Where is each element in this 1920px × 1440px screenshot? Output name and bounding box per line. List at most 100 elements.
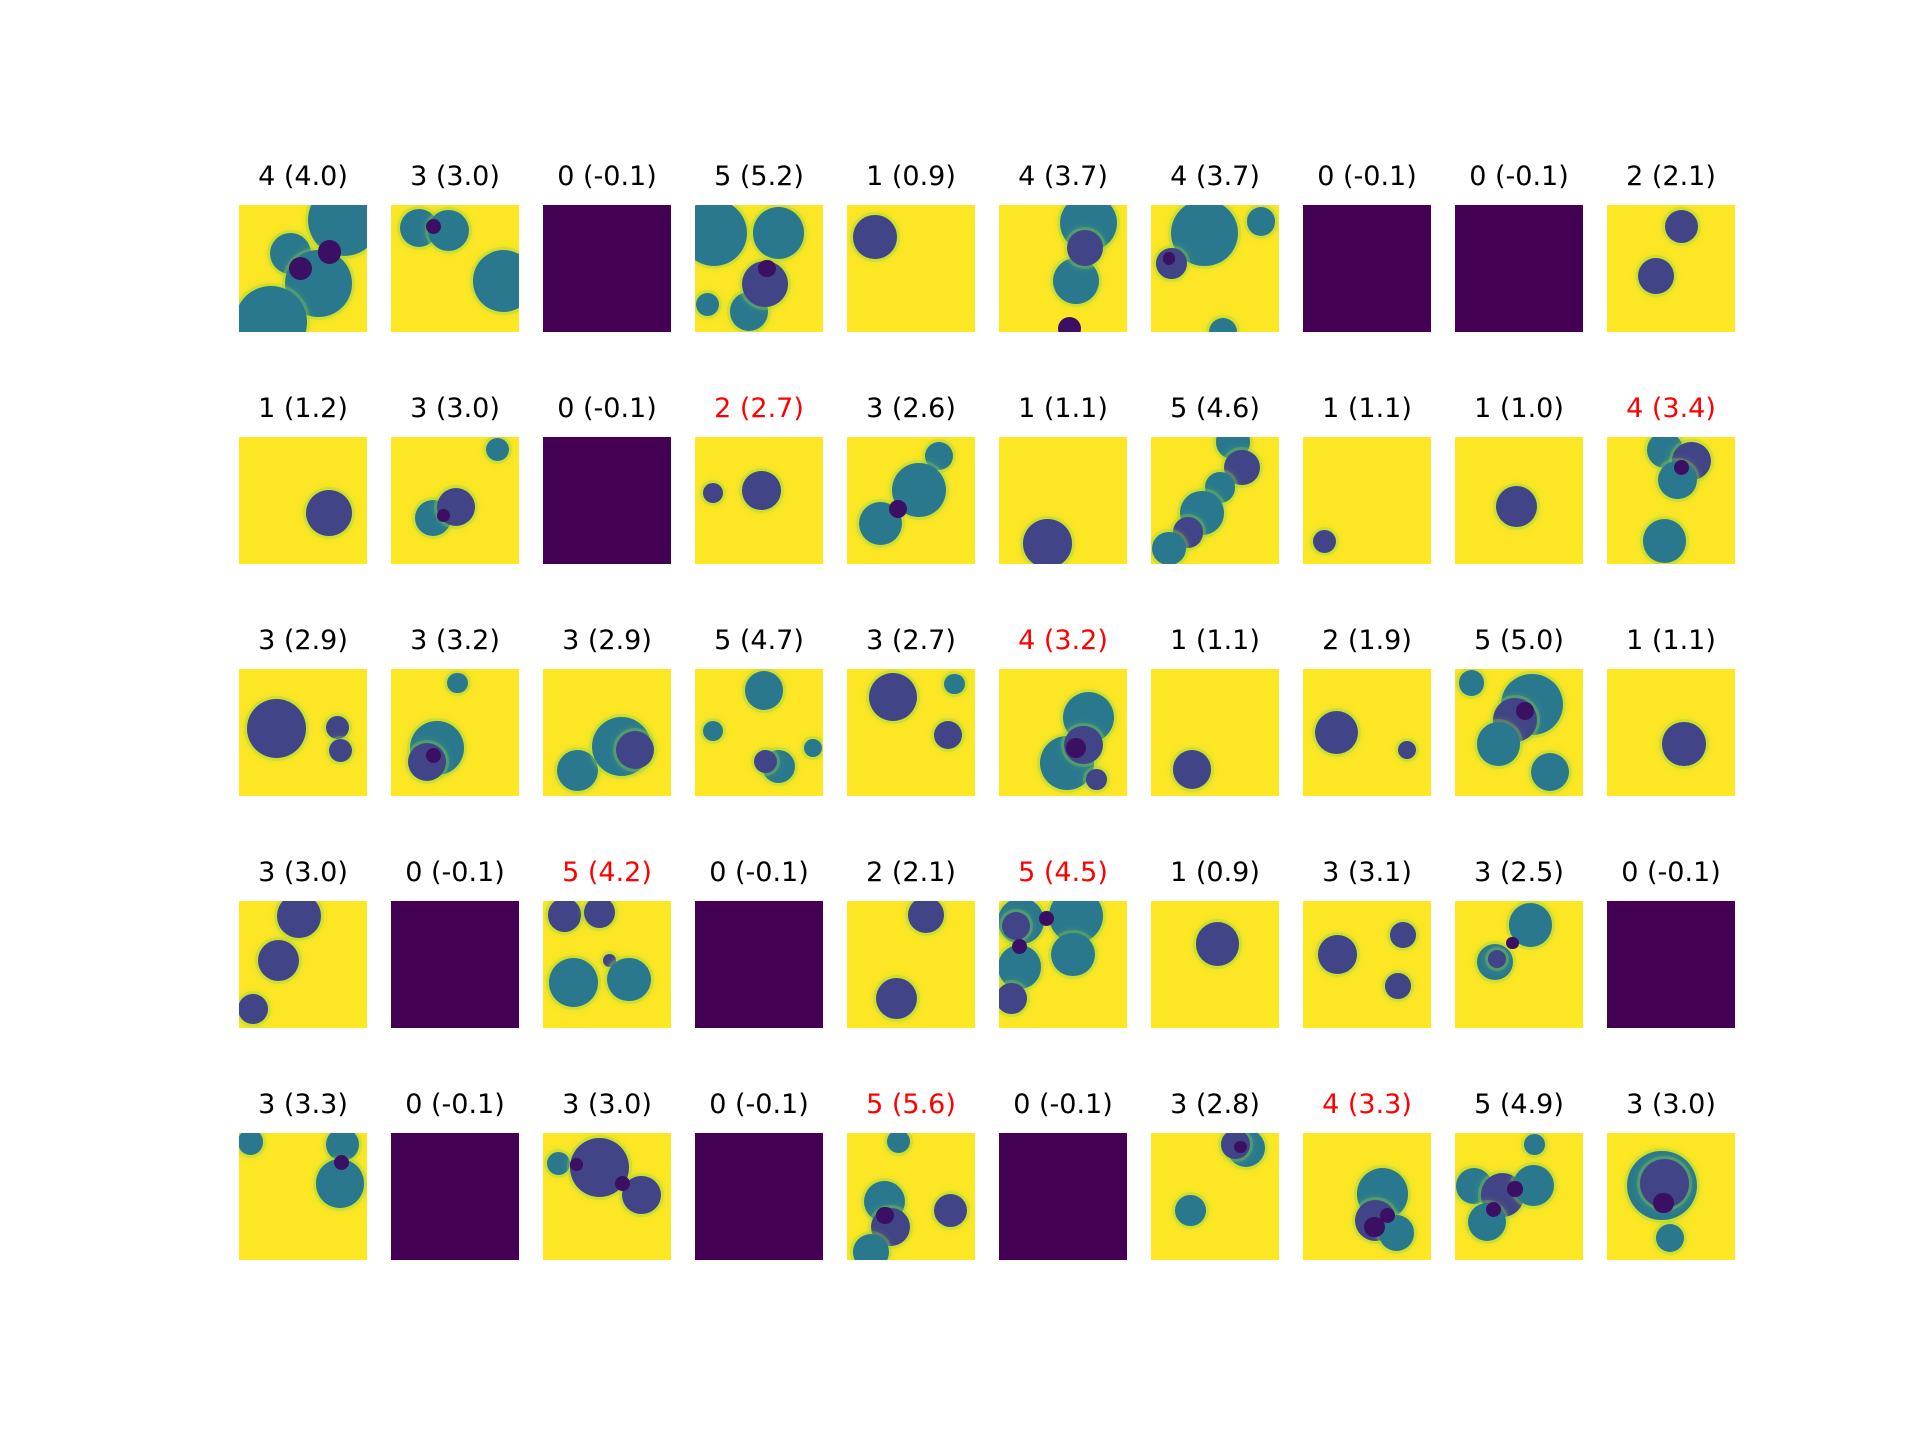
image-panel: [695, 205, 823, 332]
navy-circle: [1313, 529, 1337, 553]
teal-circle: [744, 671, 784, 710]
navy-circle: [1488, 950, 1507, 969]
teal-circle: [886, 1133, 910, 1154]
panel-title: 0 (-0.1): [405, 1089, 505, 1120]
panel-title: 0 (-0.1): [1013, 1089, 1113, 1120]
image-panel: [239, 205, 367, 332]
teal-circle: [1175, 1195, 1207, 1226]
teal-circle: [1247, 207, 1276, 236]
panel-title: 2 (2.1): [1626, 161, 1716, 192]
image-panel: [239, 1133, 367, 1260]
panel-title: 3 (2.9): [562, 625, 652, 656]
image-panel: [543, 669, 671, 796]
panel-title: 5 (4.5): [1018, 857, 1108, 888]
panel-title: 1 (0.9): [866, 161, 956, 192]
navy-circle: [1172, 750, 1212, 789]
teal-circle: [944, 674, 965, 695]
panel-title: 4 (3.7): [1018, 161, 1108, 192]
dark-circle: [1507, 1181, 1523, 1197]
panel-title: 5 (5.2): [714, 161, 804, 192]
image-panel-empty: [695, 901, 823, 1028]
navy-circle: [876, 978, 918, 1020]
panel-title: 0 (-0.1): [1469, 161, 1569, 192]
panel-title: 5 (5.6): [866, 1089, 956, 1120]
panel-title: 0 (-0.1): [557, 393, 657, 424]
dark-circle: [757, 259, 776, 278]
teal-circle: [1524, 1134, 1545, 1155]
image-panel: [999, 437, 1127, 564]
image-panel: [847, 437, 975, 564]
dark-circle: [1485, 1201, 1502, 1217]
navy-circle: [1384, 973, 1411, 999]
panel-title: 3 (3.3): [258, 1089, 348, 1120]
navy-circle: [258, 940, 300, 982]
panel-title: 1 (1.1): [1322, 393, 1412, 424]
image-panel-empty: [543, 205, 671, 332]
image-panel: [1151, 205, 1279, 332]
panel-title: 3 (3.0): [258, 857, 348, 888]
panel-title: 3 (3.2): [410, 625, 500, 656]
image-panel: [847, 901, 975, 1028]
dark-circle: [333, 1154, 350, 1170]
navy-circle: [277, 901, 321, 938]
teal-circle: [607, 957, 651, 1002]
teal-circle: [447, 672, 468, 694]
navy-circle: [742, 471, 781, 510]
image-panel: [847, 1133, 975, 1260]
navy-circle: [615, 731, 655, 770]
navy-circle: [999, 983, 1028, 1015]
panel-title: 5 (4.7): [714, 625, 804, 656]
panel-title: 4 (4.0): [258, 161, 348, 192]
panel-title: 4 (3.7): [1170, 161, 1260, 192]
navy-circle: [868, 672, 918, 722]
teal-circle: [752, 207, 804, 259]
dark-circle: [318, 240, 342, 264]
navy-circle: [934, 1193, 968, 1228]
navy-circle: [326, 715, 350, 739]
image-panel: [1607, 205, 1735, 332]
teal-circle: [702, 720, 724, 742]
panel-title: 5 (5.0): [1474, 625, 1564, 656]
image-panel: [999, 901, 1127, 1028]
teal-circle: [557, 750, 599, 792]
panel-title: 3 (2.8): [1170, 1089, 1260, 1120]
image-panel: [1455, 1133, 1583, 1260]
image-panel: [1607, 437, 1735, 564]
panel-title: 1 (1.0): [1474, 393, 1564, 424]
image-panel: [391, 437, 519, 564]
dark-circle: [1011, 939, 1028, 955]
navy-circle: [908, 901, 945, 933]
navy-circle: [246, 699, 306, 759]
teal-circle: [1458, 670, 1485, 696]
teal-circle: [1208, 317, 1237, 332]
image-panel-empty: [1607, 901, 1735, 1028]
dark-circle: [614, 1176, 631, 1192]
dark-circle: [1364, 1216, 1385, 1238]
panel-title: 4 (3.2): [1018, 625, 1108, 656]
teal-circle: [696, 292, 720, 316]
image-panel: [1151, 901, 1279, 1028]
teal-circle: [803, 738, 822, 757]
teal-circle: [695, 205, 748, 267]
image-panel: [1151, 1133, 1279, 1260]
panel-title: 3 (2.7): [866, 625, 956, 656]
navy-circle: [753, 750, 777, 774]
dark-circle: [1516, 701, 1535, 720]
image-panel-empty: [1455, 205, 1583, 332]
navy-circle: [1390, 922, 1416, 949]
image-panel: [1151, 437, 1279, 564]
navy-circle: [328, 738, 352, 762]
image-panel-empty: [543, 437, 671, 564]
panel-title: 0 (-0.1): [709, 1089, 809, 1120]
image-panel: [239, 669, 367, 796]
panel-title: 5 (4.6): [1170, 393, 1260, 424]
navy-circle: [1314, 710, 1359, 755]
image-panel: [1455, 901, 1583, 1028]
image-panel-empty: [391, 1133, 519, 1260]
navy-circle: [1664, 209, 1698, 244]
teal-circle: [1476, 722, 1521, 766]
teal-circle: [485, 438, 509, 462]
navy-circle: [305, 490, 352, 537]
teal-circle: [1655, 1224, 1684, 1253]
